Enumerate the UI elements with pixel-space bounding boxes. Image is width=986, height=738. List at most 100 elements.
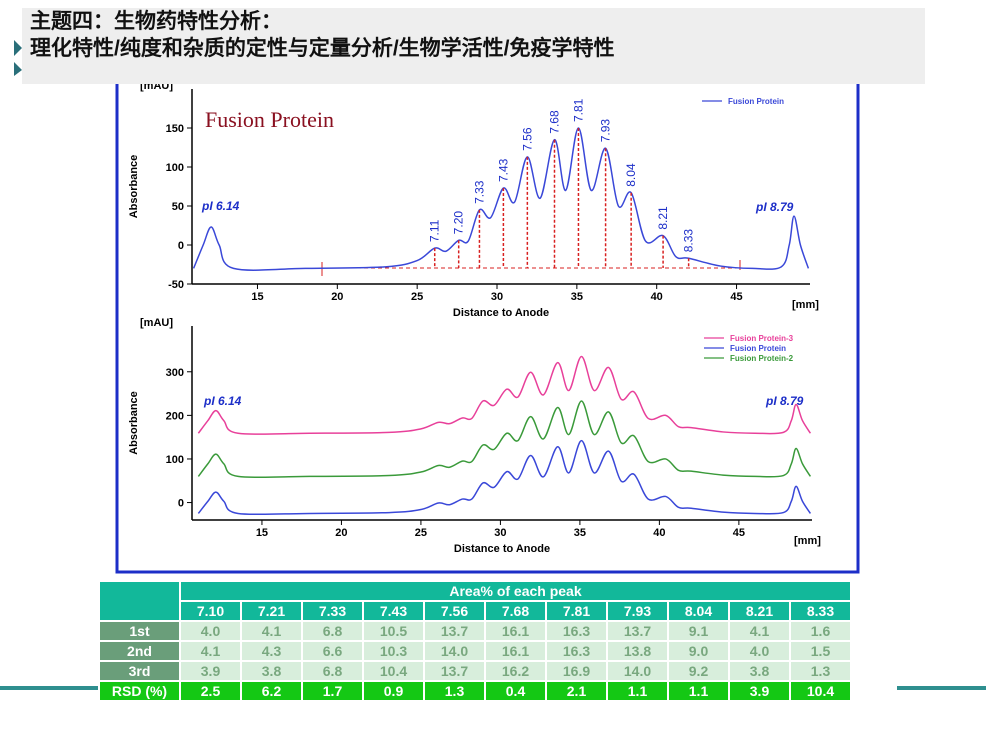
table-cell: 10.4 xyxy=(362,660,425,682)
table-row: RSD (%) 2.5 6.2 1.7 0.9 1.3 0.4 2.1 1.1 1.1 3.9 10.… xyxy=(98,680,852,702)
peak-label: 7.68 xyxy=(547,110,561,134)
table-cell: 14.0 xyxy=(423,640,486,662)
table-cell: 7.43 xyxy=(362,600,425,622)
table-cell: 1.6 xyxy=(789,620,852,642)
table-cell: 10.3 xyxy=(362,640,425,662)
table-cell: 2.5 xyxy=(179,680,242,702)
y-tick-label: 100 xyxy=(166,162,184,174)
table-cell: 7.10 xyxy=(179,600,242,622)
table-cell: 6.8 xyxy=(301,620,364,642)
table-cell: 1.3 xyxy=(423,680,486,702)
peak-label: 7.43 xyxy=(496,158,510,182)
peak-label: 7.33 xyxy=(472,180,486,204)
table-cell: 7.68 xyxy=(484,600,547,622)
table-cell: 4.1 xyxy=(240,620,303,642)
table-cell: 13.7 xyxy=(423,620,486,642)
x-tick-label: 40 xyxy=(653,527,665,539)
table-cell: 1.5 xyxy=(789,640,852,662)
y-tick-label: 100 xyxy=(166,454,184,466)
table-cell: 1.3 xyxy=(789,660,852,682)
table-cell: 13.7 xyxy=(423,660,486,682)
deco-arrow xyxy=(14,40,22,76)
peak-label: 7.11 xyxy=(428,219,442,242)
series-line xyxy=(192,127,810,271)
annotation: pI 6.14 xyxy=(203,394,242,408)
legend-label: Fusion Protein-2 xyxy=(730,354,794,363)
x-tick-label: 30 xyxy=(491,291,503,303)
table-cell: 1st xyxy=(98,620,181,642)
table-cell: 13.8 xyxy=(606,640,669,662)
table-cell: 16.1 xyxy=(484,640,547,662)
table-cell: 16.1 xyxy=(484,620,547,642)
peak-label: 7.81 xyxy=(571,98,585,122)
table-cell: 16.2 xyxy=(484,660,547,682)
table-cell: 4.0 xyxy=(179,620,242,642)
y-axis-label: Absorbance xyxy=(128,391,140,455)
table-cell: 3.8 xyxy=(240,660,303,682)
x-tick-label: 35 xyxy=(574,527,586,539)
chart-frame xyxy=(115,73,860,574)
table-cell: 0.9 xyxy=(362,680,425,702)
table-cell: 7.21 xyxy=(240,600,303,622)
table-cell: 2.1 xyxy=(545,680,608,702)
x-tick-label: 20 xyxy=(335,527,347,539)
x-tick-label: 30 xyxy=(494,527,506,539)
table-cell: 3.8 xyxy=(728,660,791,682)
table-cell: 1.7 xyxy=(301,680,364,702)
x-tick-label: 40 xyxy=(651,291,663,303)
table-cell xyxy=(98,580,181,622)
y-axis-label: Absorbance xyxy=(128,155,140,219)
table-cell: 10.4 xyxy=(789,680,852,702)
table-cell: 7.33 xyxy=(301,600,364,622)
deco-line xyxy=(0,686,98,690)
table-cell: 16.3 xyxy=(545,640,608,662)
x-tick-label: 15 xyxy=(256,527,268,539)
x-tick-label: 45 xyxy=(733,527,745,539)
table-cell: 3.9 xyxy=(728,680,791,702)
legend-label: Fusion Protein xyxy=(728,97,784,106)
table-cell: 10.5 xyxy=(362,620,425,642)
chart-title: Fusion Protein xyxy=(205,107,334,132)
peak-label: 8.33 xyxy=(682,229,696,253)
legend-label: Fusion Protein-3 xyxy=(730,334,794,343)
peak-label: 7.56 xyxy=(520,127,534,151)
table-cell: 9.2 xyxy=(667,660,730,682)
table-cell: 6.2 xyxy=(240,680,303,702)
x-tick-label: 25 xyxy=(415,527,427,539)
table-cell: 7.81 xyxy=(545,600,608,622)
table-cell: 0.4 xyxy=(484,680,547,702)
table-cell: Area% of each peak xyxy=(179,580,852,602)
table-cell: 7.56 xyxy=(423,600,486,622)
table-row: 7.10 7.21 7.33 7.43 7.56 7.68 7.81 7.93 8.04 8.21… xyxy=(99,600,852,622)
header-title: 理化特性/纯度和杂质的定性与定量分析/生物学活性/免疫学特性 xyxy=(30,37,615,60)
x-axis-label: Distance to Anode xyxy=(453,307,549,319)
x-tick-label: 20 xyxy=(331,291,343,303)
peak-label: 7.20 xyxy=(452,211,466,235)
table-cell: 13.7 xyxy=(606,620,669,642)
x-tick-label: 35 xyxy=(571,291,583,303)
x-unit: [mm] xyxy=(794,535,821,547)
table-cell: 4.1 xyxy=(179,640,242,662)
table-cell: 9.0 xyxy=(667,640,730,662)
table-cell: 16.3 xyxy=(545,620,608,642)
series-line xyxy=(197,355,812,435)
table-cell: 7.93 xyxy=(606,600,669,622)
x-tick-label: 15 xyxy=(251,291,263,303)
table-cell: 8.33 xyxy=(789,600,852,622)
table-cell: 4.3 xyxy=(240,640,303,662)
table-cell: 4.1 xyxy=(728,620,791,642)
peak-label: 8.04 xyxy=(624,163,638,187)
table-cell: 6.8 xyxy=(301,660,364,682)
table-row: 1st 4.0 4.1 6.8 10.5 13.7 16.1 16.3 13.7 9.1 4.1 1.… xyxy=(98,620,852,642)
annotation: pI 8.79 xyxy=(765,394,804,408)
y-unit: [mAU] xyxy=(140,317,173,329)
table-cell: 9.1 xyxy=(667,620,730,642)
y-tick-label: 0 xyxy=(178,498,184,510)
table-cell: 1.1 xyxy=(606,680,669,702)
table-cell: 4.0 xyxy=(728,640,791,662)
table-cell: 14.0 xyxy=(606,660,669,682)
table-row: 3rd 3.9 3.8 6.8 10.4 13.7 16.2 16.9 14.0 9.2 3.8 1.… xyxy=(98,660,852,682)
table-cell: 8.21 xyxy=(728,600,791,622)
